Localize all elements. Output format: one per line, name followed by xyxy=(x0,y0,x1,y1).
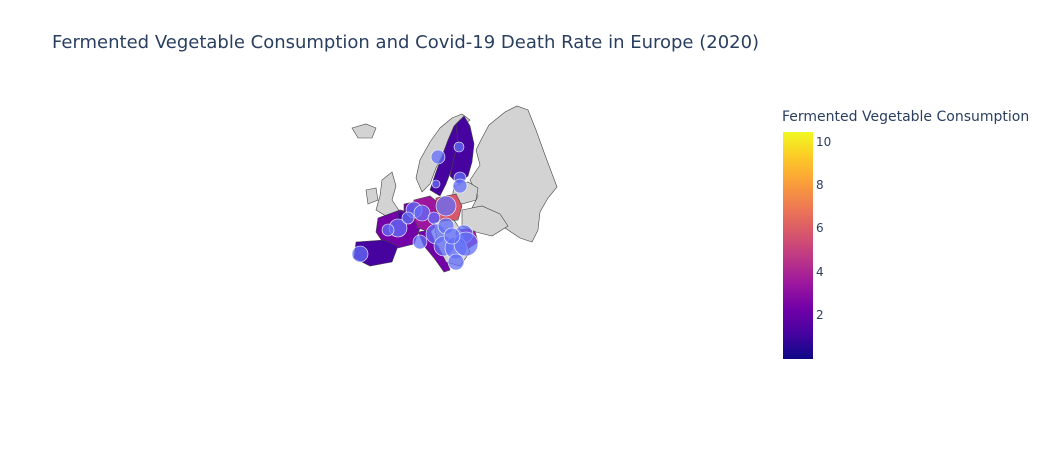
death-rate-bubble[interactable] xyxy=(427,211,441,225)
colorbar-tick-label: 2 xyxy=(816,307,824,322)
death-rate-bubble[interactable] xyxy=(435,195,457,217)
death-rate-bubble[interactable] xyxy=(381,223,395,237)
colorbar-title: Fermented Vegetable Consumption xyxy=(782,109,1030,125)
death-rate-bubble[interactable] xyxy=(430,149,446,165)
chart-title: Fermented Vegetable Consumption and Covi… xyxy=(52,32,760,53)
country-iceland[interactable] xyxy=(351,123,377,139)
death-rate-bubble[interactable] xyxy=(443,227,461,245)
death-rate-bubble[interactable] xyxy=(412,234,428,250)
colorbar-tick-label: 4 xyxy=(816,264,824,279)
death-rate-bubble[interactable] xyxy=(452,178,468,194)
death-rate-bubble[interactable] xyxy=(413,204,431,222)
death-rate-bubble[interactable] xyxy=(351,245,369,263)
country-uk[interactable] xyxy=(375,171,401,217)
country-russia[interactable] xyxy=(469,105,558,243)
colorbar-tick-label: 6 xyxy=(816,221,824,236)
country-ireland[interactable] xyxy=(365,187,379,205)
death-rate-bubble[interactable] xyxy=(447,253,465,271)
colorbar-tick-label: 10 xyxy=(816,134,832,149)
death-rate-bubble[interactable] xyxy=(453,141,465,153)
death-rate-bubble[interactable] xyxy=(431,179,441,189)
death-rate-bubbles xyxy=(351,141,479,271)
death-rate-bubble[interactable] xyxy=(401,211,415,225)
colorbar xyxy=(783,132,813,359)
colorbar-tick-label: 8 xyxy=(816,178,824,193)
